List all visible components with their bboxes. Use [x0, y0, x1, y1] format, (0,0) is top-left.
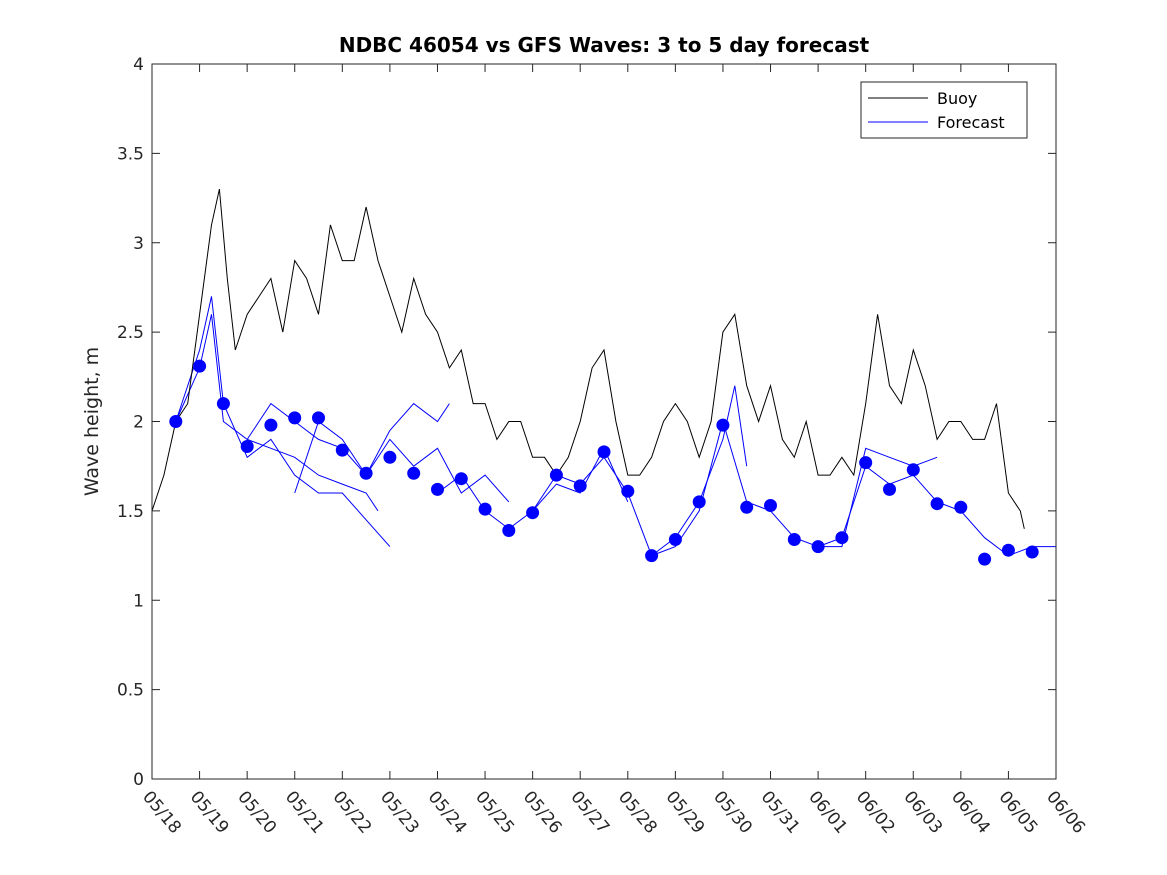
x-tick-label: 06/01 [804, 787, 851, 837]
forecast-point [764, 499, 777, 512]
x-tick-label: 05/20 [233, 787, 280, 837]
forecast-point [716, 418, 730, 432]
forecast-point [502, 524, 516, 537]
x-tick-label: 06/03 [899, 787, 946, 837]
y-tick-label: 1.5 [117, 502, 144, 522]
forecast-lines [175, 296, 1056, 557]
y-tick-label: 2.5 [117, 323, 144, 343]
x-tick-label: 05/29 [662, 787, 709, 837]
y-tick-label: 3 [133, 234, 144, 254]
forecast-point [573, 479, 587, 493]
x-tick-label: 06/04 [947, 787, 994, 837]
y-axis-label: Wave height, m [81, 347, 103, 496]
forecast-point [335, 443, 349, 457]
x-tick-label: 05/31 [757, 787, 804, 837]
forecast-point [645, 549, 659, 563]
legend-forecast-label: Forecast [937, 113, 1005, 132]
x-tick-label: 05/24 [424, 787, 471, 837]
forecast-point [240, 440, 254, 453]
forecast-point [621, 484, 635, 498]
x-tick-label: 06/02 [852, 787, 899, 837]
x-tick-label: 05/22 [328, 787, 375, 837]
forecast-point [859, 456, 873, 470]
forecast-point [383, 450, 397, 464]
forecast-line [246, 402, 450, 476]
y-axis: 0 0.5 1 1.5 2 2.5 3 3.5 4 [117, 55, 1056, 790]
x-tick-label: 05/27 [566, 787, 613, 837]
forecast-point [431, 482, 444, 496]
x-tick-label: 05/21 [281, 787, 328, 837]
y-tick-label: 0.5 [117, 681, 144, 701]
buoy-series [151, 188, 1025, 529]
y-tick-label: 1 [133, 591, 144, 611]
legend-buoy-label: Buoy [937, 89, 977, 108]
forecast-line [532, 385, 748, 557]
forecast-line [175, 314, 379, 512]
x-tick-label: 05/18 [138, 787, 185, 837]
x-tick-label: 05/30 [709, 787, 756, 837]
y-tick-label: 0 [133, 770, 144, 790]
forecast-point [264, 418, 278, 432]
x-tick-label: 05/25 [471, 787, 518, 837]
y-tick-label: 3.5 [117, 144, 144, 164]
forecast-point [597, 445, 611, 459]
chart-title: NDBC 46054 vs GFS Waves: 3 to 5 day fore… [339, 33, 870, 57]
forecast-point [835, 531, 849, 545]
forecast-point [978, 552, 992, 566]
x-tick-label: 05/28 [614, 787, 661, 837]
forecast-point [359, 466, 373, 480]
forecast-point [454, 472, 468, 486]
legend: Buoy Forecast [860, 81, 1028, 139]
x-tick-label: 05/26 [519, 787, 566, 837]
forecast-point [549, 468, 563, 482]
forecast-point [906, 463, 920, 477]
x-tick-label: 05/23 [376, 787, 423, 837]
forecast-point [1001, 543, 1015, 557]
legend-box [860, 81, 1028, 139]
forecast-markers [169, 359, 1039, 566]
forecast-point [883, 482, 896, 496]
plot-frame [151, 63, 1057, 780]
forecast-point [169, 415, 183, 428]
forecast-point [288, 411, 302, 425]
forecast-point [954, 500, 968, 514]
forecast-point [668, 533, 682, 546]
forecast-point [526, 506, 540, 520]
forecast-point [216, 397, 230, 411]
forecast-point [407, 466, 421, 480]
forecast-point [811, 540, 825, 554]
forecast-point [930, 497, 944, 511]
forecast-point [787, 533, 801, 546]
forecast-point [1025, 545, 1039, 559]
forecast-point [312, 411, 325, 425]
x-tick-label: 05/19 [186, 787, 233, 837]
buoy-line [151, 188, 1025, 529]
x-tick-label: 06/06 [1042, 787, 1089, 837]
y-tick-label: 4 [133, 55, 144, 75]
forecast-line [175, 296, 391, 547]
x-axis: 05/18 05/19 05/20 05/21 05/22 05/23 05/24 05/25… [138, 64, 1089, 838]
forecast-point [193, 359, 207, 373]
y-tick-label: 2 [133, 413, 144, 433]
x-tick-label: 06/05 [995, 787, 1042, 837]
forecast-point [692, 495, 706, 509]
forecast-point [478, 502, 492, 516]
forecast-line [294, 420, 510, 503]
forecast-point [740, 500, 754, 514]
